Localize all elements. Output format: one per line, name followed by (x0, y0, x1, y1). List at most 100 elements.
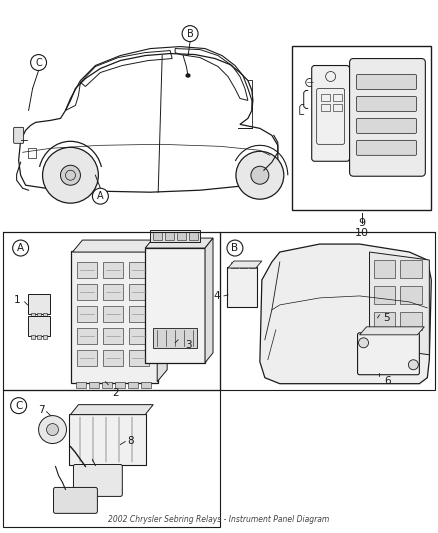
Bar (321, 104, 330, 111)
Bar (129, 350, 149, 366)
FancyBboxPatch shape (357, 96, 417, 111)
Bar (103, 262, 124, 278)
FancyBboxPatch shape (312, 66, 350, 161)
FancyBboxPatch shape (350, 59, 425, 176)
Text: A: A (97, 191, 104, 201)
Bar (28, 148, 35, 158)
Bar (103, 284, 124, 300)
Polygon shape (370, 252, 429, 355)
FancyBboxPatch shape (28, 316, 49, 336)
Text: 9: 9 (358, 218, 365, 228)
Bar (129, 284, 149, 300)
Circle shape (11, 398, 27, 414)
FancyBboxPatch shape (70, 414, 146, 465)
Text: 7: 7 (38, 405, 45, 415)
FancyBboxPatch shape (71, 251, 158, 383)
Circle shape (251, 166, 269, 184)
Bar (129, 306, 149, 322)
Polygon shape (205, 238, 213, 363)
Circle shape (46, 424, 59, 435)
Polygon shape (360, 327, 424, 335)
Bar (31, 313, 35, 317)
Bar (145, 248, 205, 363)
Text: 2002 Chrysler Sebring Relays - Instrument Panel Diagram: 2002 Chrysler Sebring Relays - Instrumen… (108, 515, 330, 524)
Bar (153, 232, 162, 240)
Bar (400, 260, 422, 278)
Text: 3: 3 (185, 340, 192, 350)
Bar (249, 262, 256, 268)
Circle shape (31, 54, 46, 70)
Bar (374, 312, 396, 330)
Bar (3, 232, 220, 390)
Bar (78, 306, 97, 322)
Polygon shape (72, 240, 167, 252)
Bar (141, 382, 151, 387)
Circle shape (39, 416, 67, 443)
Text: 4: 4 (213, 291, 220, 301)
FancyBboxPatch shape (14, 127, 24, 143)
Bar (103, 350, 124, 366)
Polygon shape (157, 240, 167, 382)
Polygon shape (71, 405, 153, 415)
Bar (37, 313, 41, 317)
FancyBboxPatch shape (53, 487, 97, 513)
Circle shape (42, 147, 99, 203)
Bar (89, 382, 99, 387)
Bar (77, 382, 86, 387)
Text: 10: 10 (354, 228, 368, 238)
Circle shape (92, 188, 108, 204)
Bar (153, 328, 197, 348)
Text: C: C (15, 401, 22, 410)
Bar (231, 262, 238, 268)
Circle shape (182, 26, 198, 42)
Bar (37, 335, 41, 339)
Polygon shape (145, 238, 213, 248)
Bar (3, 390, 220, 527)
Circle shape (227, 240, 243, 256)
Bar (150, 230, 200, 242)
Circle shape (359, 338, 368, 348)
Bar (292, 46, 431, 210)
Bar (374, 260, 396, 278)
Bar (102, 382, 112, 387)
Text: 1: 1 (14, 295, 21, 305)
FancyBboxPatch shape (227, 267, 257, 307)
Bar (31, 335, 35, 339)
Bar (129, 262, 149, 278)
Text: 6: 6 (385, 376, 391, 386)
Bar (177, 232, 186, 240)
Bar (332, 104, 342, 111)
Bar (400, 286, 422, 304)
FancyBboxPatch shape (74, 464, 122, 496)
Bar (189, 232, 198, 240)
Text: C: C (35, 58, 42, 68)
Bar (42, 313, 46, 317)
Text: 2: 2 (112, 387, 119, 398)
Bar (321, 94, 330, 101)
Bar (240, 262, 247, 268)
Text: B: B (187, 29, 194, 38)
Text: 5: 5 (384, 313, 390, 323)
Bar (78, 328, 97, 344)
Bar (332, 94, 342, 101)
Bar (374, 286, 396, 304)
Circle shape (13, 240, 28, 256)
FancyBboxPatch shape (357, 118, 417, 133)
Bar (115, 382, 125, 387)
Bar (128, 382, 138, 387)
Bar (129, 328, 149, 344)
Bar (78, 284, 97, 300)
FancyBboxPatch shape (357, 140, 417, 155)
Bar (220, 232, 435, 390)
FancyBboxPatch shape (357, 333, 419, 375)
Bar (78, 262, 97, 278)
Text: 8: 8 (127, 435, 134, 446)
Circle shape (236, 151, 284, 199)
Bar (103, 306, 124, 322)
FancyBboxPatch shape (357, 75, 417, 90)
Bar (165, 232, 174, 240)
Bar (42, 335, 46, 339)
Polygon shape (260, 244, 431, 384)
FancyBboxPatch shape (28, 294, 49, 314)
Circle shape (60, 165, 81, 185)
